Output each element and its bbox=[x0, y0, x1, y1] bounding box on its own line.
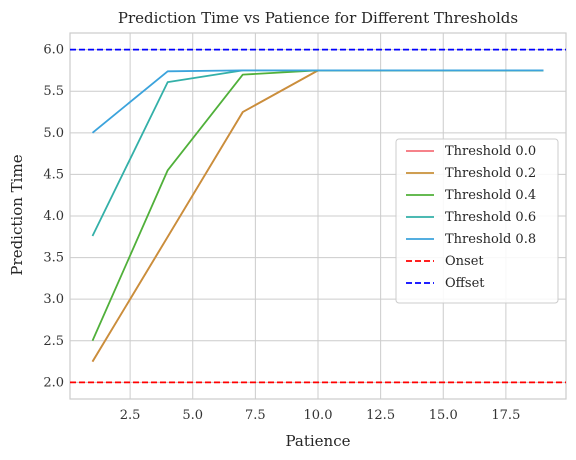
legend: Threshold 0.0 Threshold 0.2 Threshold 0.4 T… bbox=[395, 138, 559, 304]
legend-box bbox=[395, 138, 559, 304]
x-tick-label: 10.0 bbox=[304, 408, 333, 423]
legend-label: Threshold 0.2 bbox=[445, 166, 536, 181]
y-tick-label: 4.5 bbox=[43, 167, 64, 182]
y-tick-label: 3.0 bbox=[43, 292, 64, 307]
y-tick-label: 5.0 bbox=[43, 126, 64, 141]
legend-label: Threshold 0.0 bbox=[445, 144, 536, 159]
y-tick-label: 2.0 bbox=[43, 375, 64, 390]
x-tick-label: 5.0 bbox=[182, 408, 203, 423]
x-tick-label: 15.0 bbox=[429, 408, 458, 423]
legend-label: Threshold 0.4 bbox=[445, 188, 536, 203]
y-tick-label: 5.5 bbox=[43, 84, 64, 99]
legend-label: Onset bbox=[445, 254, 484, 269]
y-tick-label: 4.0 bbox=[43, 209, 64, 224]
series-line bbox=[91, 69, 544, 134]
plot-frame bbox=[69, 32, 567, 400]
x-tick-label: 12.5 bbox=[366, 408, 395, 423]
x-tick-label: 17.5 bbox=[491, 408, 520, 423]
y-tick-label: 3.5 bbox=[43, 251, 64, 266]
y-tick-label: 2.5 bbox=[43, 334, 64, 349]
y-tick-label: 6.0 bbox=[43, 43, 64, 58]
x-tick-label: 2.5 bbox=[120, 408, 141, 423]
plot-area: 2.5 5.0 7.5 10.0 12.5 15.0 17.5 2.0 2.5 3.0 3.5 4.0… bbox=[43, 32, 567, 423]
legend-label: Threshold 0.8 bbox=[445, 232, 536, 247]
y-axis-label: Prediction Time bbox=[8, 154, 26, 275]
chart-title: Prediction Time vs Patience for Differen… bbox=[118, 9, 518, 27]
x-tick-label: 7.5 bbox=[245, 408, 266, 423]
legend-label: Threshold 0.6 bbox=[445, 210, 536, 225]
legend-label: Offset bbox=[445, 276, 485, 291]
x-axis-label: Patience bbox=[285, 432, 350, 450]
